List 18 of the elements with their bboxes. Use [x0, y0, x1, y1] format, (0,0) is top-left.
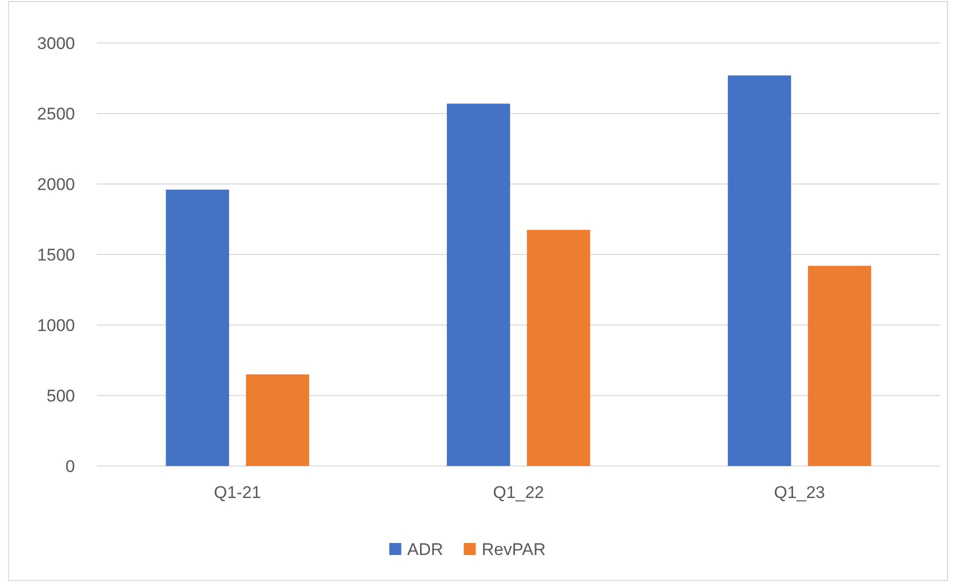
bar [446, 104, 510, 466]
y-tick-label: 0 [66, 456, 75, 476]
y-tick-label: 2500 [37, 104, 75, 124]
bar [246, 374, 310, 466]
x-tick-label: Q1_23 [774, 483, 826, 502]
x-tick-label: Q1_22 [492, 483, 544, 502]
legend-label: RevPAR [482, 540, 546, 559]
x-tick-label: Q1-21 [214, 483, 262, 502]
y-tick-label: 3000 [37, 34, 75, 53]
bar [728, 75, 792, 466]
bar [808, 266, 872, 466]
bar [526, 230, 590, 466]
y-tick-label: 500 [46, 386, 75, 406]
y-tick-label: 1500 [37, 245, 75, 264]
y-tick-label: 1000 [37, 316, 75, 335]
legend-label: ADR [407, 540, 444, 559]
bar [166, 190, 230, 466]
y-tick-label: 2000 [37, 174, 75, 194]
